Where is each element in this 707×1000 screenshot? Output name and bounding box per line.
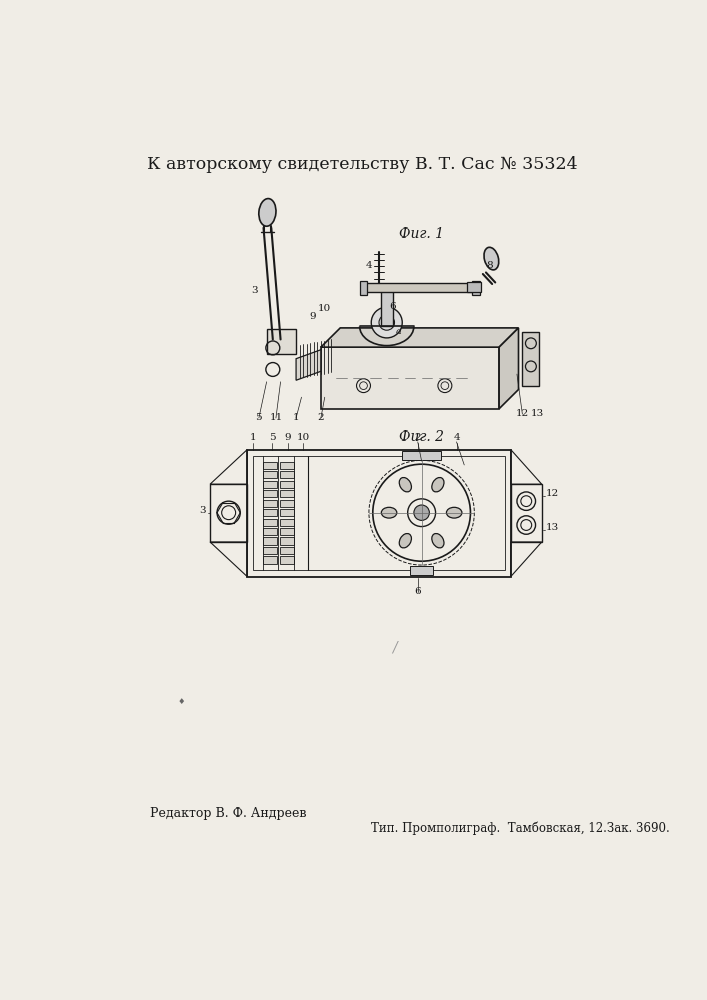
Text: ♦: ♦ <box>177 697 185 706</box>
Text: 13: 13 <box>531 409 544 418</box>
Ellipse shape <box>432 534 444 548</box>
Bar <box>280 537 293 545</box>
Text: 4: 4 <box>453 433 460 442</box>
Text: /: / <box>392 640 397 654</box>
Text: 5: 5 <box>269 433 275 442</box>
Bar <box>522 332 539 386</box>
Bar <box>280 547 293 554</box>
Bar <box>263 509 276 516</box>
Bar <box>210 484 247 542</box>
Text: 11: 11 <box>269 413 283 422</box>
Text: 3: 3 <box>252 286 258 295</box>
Bar <box>253 456 505 570</box>
Text: 6: 6 <box>414 587 421 596</box>
Bar <box>263 537 276 545</box>
Text: Фиг. 1: Фиг. 1 <box>399 227 444 241</box>
Text: Редактор В. Ф. Андреев: Редактор В. Ф. Андреев <box>151 806 307 820</box>
Bar <box>263 481 276 488</box>
Circle shape <box>414 505 429 520</box>
Text: 12: 12 <box>546 489 559 498</box>
Bar <box>472 281 480 295</box>
Polygon shape <box>499 328 518 409</box>
Text: 12: 12 <box>515 409 529 418</box>
Text: 9: 9 <box>310 312 317 321</box>
Bar <box>360 281 368 295</box>
Text: 2: 2 <box>414 433 421 442</box>
Bar <box>263 500 276 507</box>
Bar <box>280 462 293 469</box>
Bar <box>263 519 276 526</box>
Text: 2: 2 <box>317 413 325 422</box>
Text: Тип. Промполиграф.  Тамбовская, 12.Зак. 3690.: Тип. Промполиграф. Тамбовская, 12.Зак. 3… <box>371 822 670 835</box>
Text: 3: 3 <box>199 506 206 515</box>
Text: 9: 9 <box>284 433 291 442</box>
Bar <box>280 500 293 507</box>
Bar <box>380 288 393 326</box>
Text: 8: 8 <box>486 261 493 270</box>
Bar <box>402 451 441 460</box>
Bar <box>263 462 276 469</box>
Text: 6: 6 <box>390 302 396 311</box>
Bar <box>267 329 296 354</box>
Text: К авторскому свидетельству В. Т. Сас № 35324: К авторскому свидетельству В. Т. Сас № 3… <box>148 156 578 173</box>
Ellipse shape <box>484 247 498 270</box>
Polygon shape <box>321 328 518 347</box>
Polygon shape <box>296 343 339 380</box>
Bar <box>280 519 293 526</box>
Text: 1: 1 <box>293 413 299 422</box>
Bar <box>263 547 276 554</box>
Bar <box>280 471 293 478</box>
Bar <box>263 490 276 497</box>
Bar <box>321 347 499 409</box>
Ellipse shape <box>399 534 411 548</box>
Bar <box>510 484 542 542</box>
Bar <box>363 283 476 292</box>
Bar <box>263 471 276 478</box>
Text: 4: 4 <box>366 261 373 270</box>
Bar <box>263 528 276 535</box>
Circle shape <box>384 319 390 326</box>
Bar <box>467 282 481 292</box>
Text: 5: 5 <box>255 413 262 422</box>
Bar <box>378 284 396 290</box>
Bar <box>280 490 293 497</box>
Ellipse shape <box>259 199 276 226</box>
Bar <box>280 528 293 535</box>
Text: 10: 10 <box>296 433 310 442</box>
Bar <box>280 509 293 516</box>
Ellipse shape <box>381 507 397 518</box>
Text: 10: 10 <box>318 304 332 313</box>
Ellipse shape <box>399 478 411 492</box>
Bar <box>280 481 293 488</box>
Text: a: a <box>395 327 402 336</box>
Bar <box>263 556 276 564</box>
Circle shape <box>371 307 402 338</box>
Bar <box>247 450 510 577</box>
Bar <box>410 566 433 575</box>
Bar <box>280 556 293 564</box>
Ellipse shape <box>432 478 444 492</box>
Text: Фиг. 2: Фиг. 2 <box>399 430 444 444</box>
Text: 13: 13 <box>546 523 559 532</box>
Text: 1: 1 <box>250 433 257 442</box>
Ellipse shape <box>446 507 462 518</box>
